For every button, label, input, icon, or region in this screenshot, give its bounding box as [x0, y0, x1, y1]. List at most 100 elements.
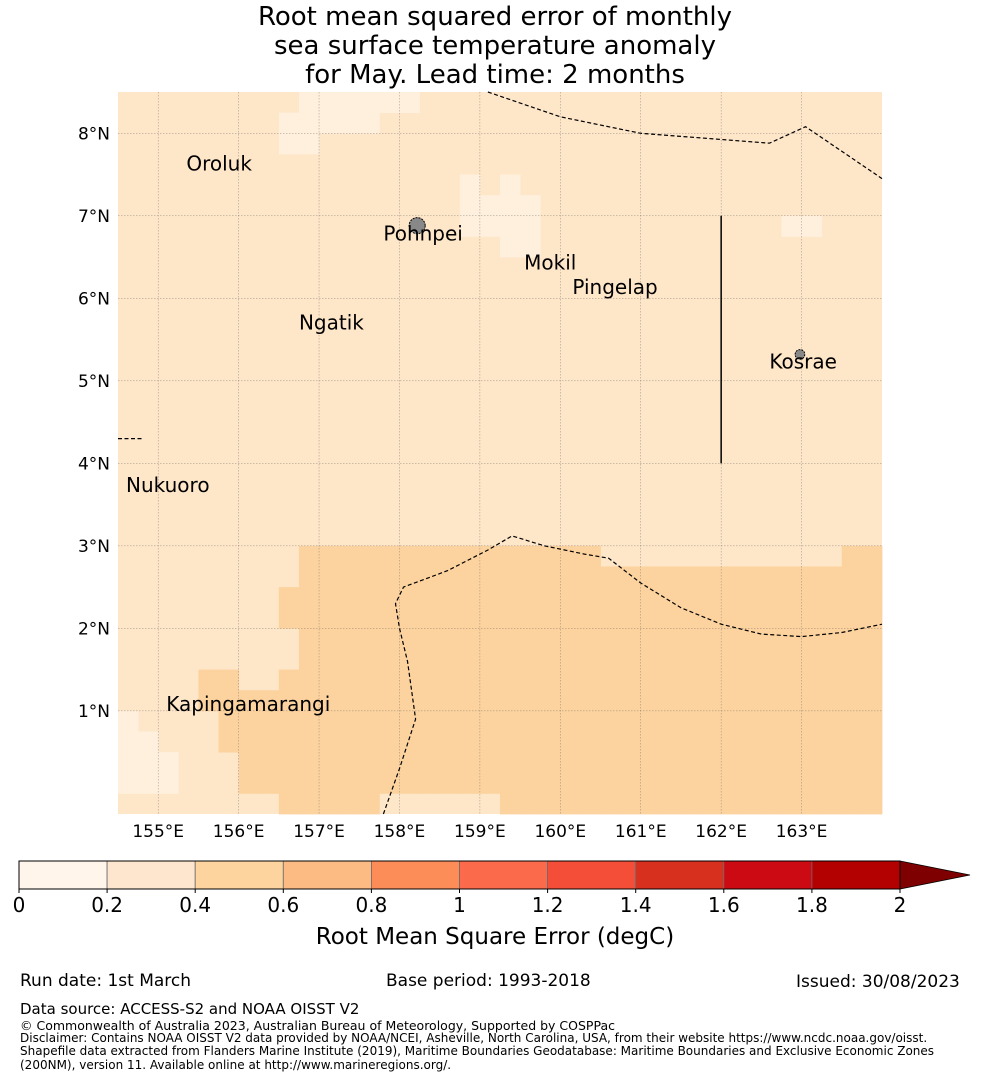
rmse-cell-low — [479, 195, 501, 217]
rmse-cell-high — [640, 710, 662, 732]
lon-tick-label: 159°E — [454, 822, 506, 842]
rmse-cell-high — [741, 752, 762, 774]
title-line-1: Root mean squared error of monthly — [257, 2, 733, 32]
rmse-cell-high — [459, 669, 481, 691]
rmse-cell-low — [500, 236, 521, 258]
rmse-cell-high — [680, 690, 702, 712]
rmse-cell-low — [379, 92, 400, 114]
rmse-cell-high — [359, 669, 380, 691]
rmse-cell-high — [620, 669, 642, 691]
rmse-cell-high — [439, 669, 461, 691]
rmse-cell-high — [479, 690, 501, 712]
rmse-cell-high — [761, 669, 782, 691]
rmse-cell-high — [560, 545, 581, 567]
rmse-cell-high — [861, 545, 883, 567]
rmse-cell-high — [841, 731, 863, 753]
rmse-cell-low — [359, 112, 380, 134]
rmse-cell-high — [258, 752, 280, 774]
rmse-cell-high — [861, 587, 883, 609]
rmse-cell-high — [600, 566, 622, 588]
lon-tick-label: 158°E — [374, 822, 426, 842]
rmse-cell-low — [479, 215, 501, 237]
rmse-cell-high — [500, 648, 521, 670]
rmse-cell-high — [238, 772, 260, 794]
rmse-cell-high — [500, 566, 521, 588]
rmse-cell-high — [721, 710, 742, 732]
rmse-cell-low — [158, 772, 179, 794]
rmse-cell-low — [319, 92, 340, 114]
rmse-cell-high — [560, 793, 581, 815]
rmse-cell-high — [419, 752, 441, 774]
islands — [408, 217, 806, 360]
rmse-cell-high — [761, 772, 782, 794]
place-label-pohnpei: Pohnpei — [383, 222, 463, 246]
rmse-cell-high — [861, 731, 883, 753]
rmse-cell-high — [701, 793, 722, 815]
data-source: Data source: ACCESS-S2 and NOAA OISST V2 — [20, 1000, 360, 1018]
rmse-cell-high — [459, 648, 481, 670]
rmse-cell-high — [540, 607, 561, 629]
rmse-cell-high — [419, 669, 441, 691]
title-line-3: for May. Lead time: 2 months — [305, 60, 685, 90]
rmse-cell-high — [861, 710, 883, 732]
rmse-cell-high — [861, 607, 883, 629]
rmse-cell-high — [801, 628, 823, 650]
rmse-cell-high — [801, 710, 823, 732]
rmse-cell-high — [359, 690, 380, 712]
disclaimer-line-1: Disclaimer: Contains NOAA OISST V2 data … — [20, 1031, 928, 1045]
rmse-cell-high — [459, 690, 481, 712]
rmse-cell-high — [821, 793, 843, 815]
rmse-cell-high — [298, 710, 320, 732]
lat-tick-label: 2°N — [78, 619, 110, 639]
rmse-cell-high — [520, 731, 541, 753]
rmse-cell-high — [741, 690, 762, 712]
island-kosrae — [794, 349, 806, 360]
rmse-cell-high — [721, 690, 742, 712]
rmse-cell-high — [319, 566, 340, 588]
rmse-cell-high — [439, 628, 461, 650]
rmse-cell-high — [841, 648, 863, 670]
rmse-cell-high — [319, 545, 340, 567]
rmse-cell-high — [479, 752, 501, 774]
rmse-cell-high — [660, 566, 682, 588]
rmse-cell-high — [821, 607, 843, 629]
rmse-cell-high — [439, 648, 461, 670]
rmse-cell-high — [339, 669, 360, 691]
rmse-cell-high — [801, 772, 823, 794]
rmse-cell-high — [379, 669, 400, 691]
rmse-cell-high — [359, 566, 380, 588]
colorbar-segment — [106, 860, 196, 890]
rmse-cell-high — [379, 710, 400, 732]
rmse-cell-high — [841, 628, 863, 650]
rmse-cell-low — [298, 112, 320, 134]
colorbar-segment — [459, 860, 548, 890]
rmse-cell-high — [439, 607, 461, 629]
rmse-cell-high — [298, 648, 320, 670]
rmse-cell-high — [359, 772, 380, 794]
rmse-cell-high — [419, 648, 441, 670]
rmse-cell-high — [479, 772, 501, 794]
disclaimer-line-3: (200NM), version 11. Available online at… — [20, 1058, 452, 1072]
rmse-cell-high — [319, 752, 340, 774]
rmse-cell-high — [359, 710, 380, 732]
rmse-cell-high — [761, 648, 782, 670]
lat-tick-label: 3°N — [78, 537, 110, 557]
rmse-cell-high — [500, 545, 521, 567]
rmse-cell-high — [359, 628, 380, 650]
rmse-cell-high — [680, 793, 702, 815]
rmse-cell-high — [560, 731, 581, 753]
rmse-cell-high — [339, 793, 360, 815]
rmse-cell-high — [560, 607, 581, 629]
rmse-cell-high — [339, 566, 360, 588]
rmse-cell-high — [761, 710, 782, 732]
lat-tick-label: 5°N — [78, 372, 110, 392]
lon-tick-label: 156°E — [213, 822, 265, 842]
rmse-cell-high — [500, 690, 521, 712]
rmse-cell-high — [741, 669, 762, 691]
rmse-cell-high — [540, 793, 561, 815]
rmse-cell-high — [821, 731, 843, 753]
rmse-cell-low — [278, 133, 300, 155]
rmse-cell-low — [339, 92, 360, 114]
rmse-cell-high — [600, 710, 622, 732]
